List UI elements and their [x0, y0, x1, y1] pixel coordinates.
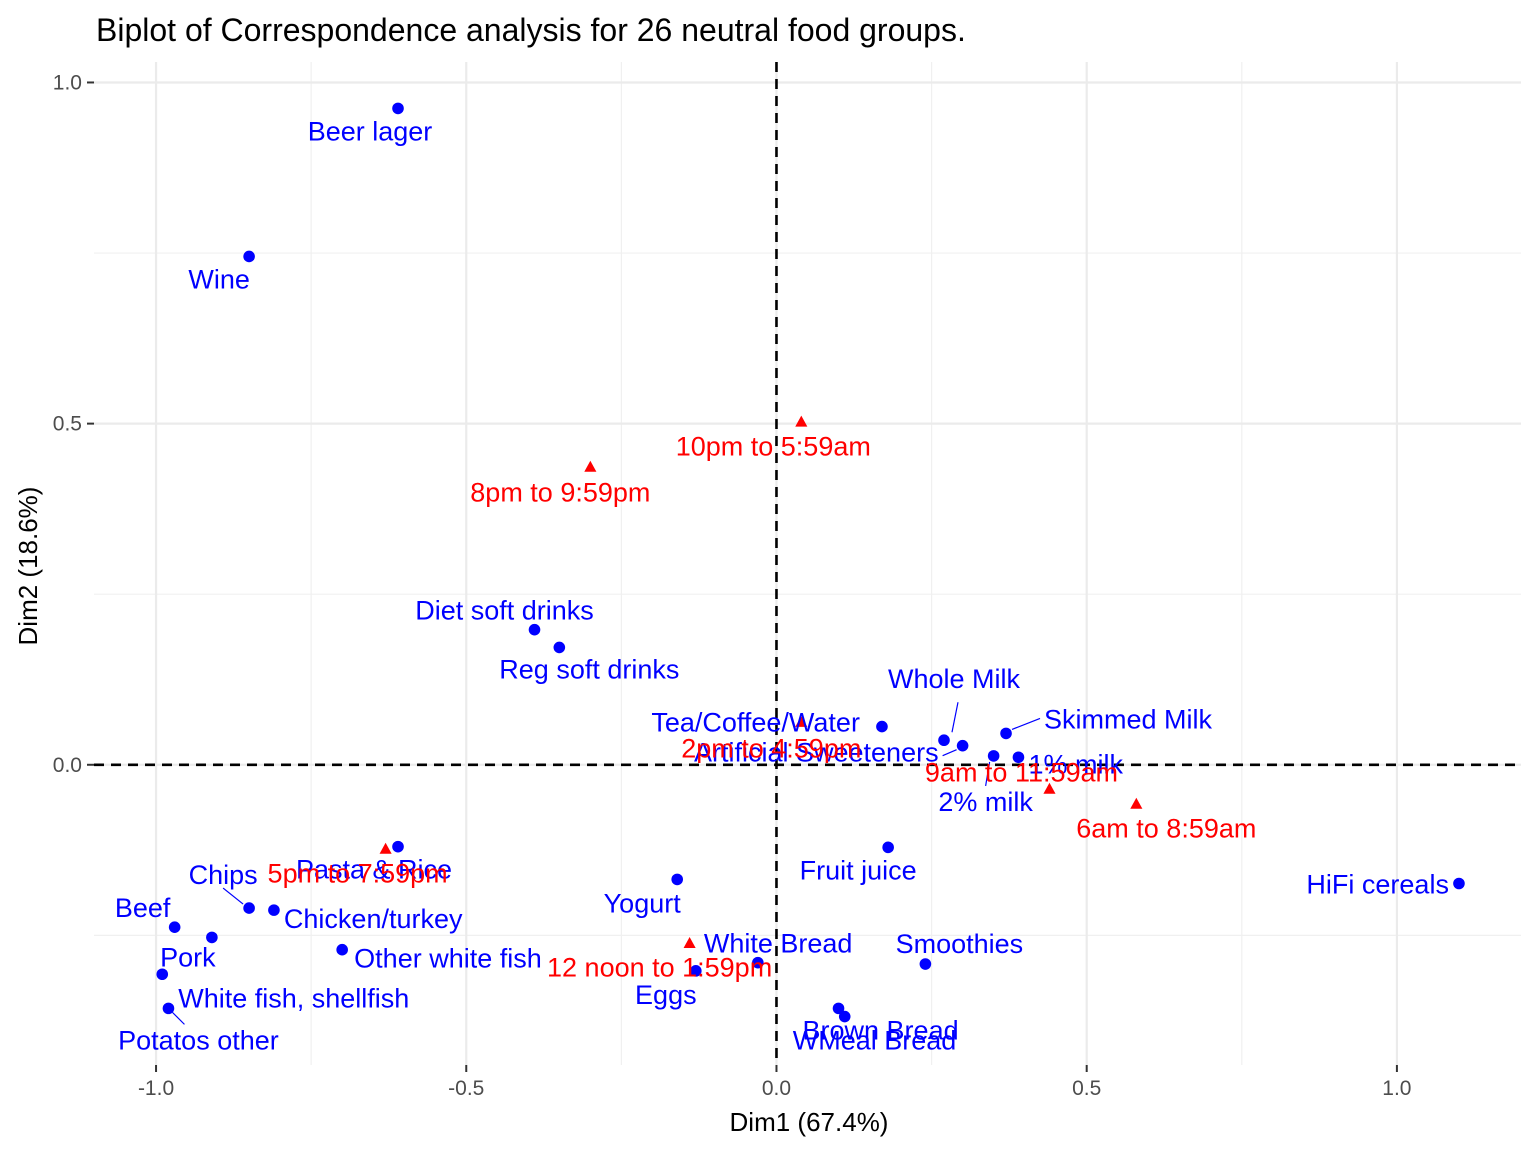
y-tick-label: 1.0	[53, 71, 82, 94]
leader-artificial-sweeteners	[942, 749, 957, 757]
label-yogurt: Yogurt	[604, 888, 682, 918]
label-white-bread: White Bread	[704, 929, 853, 959]
label-10pm-to-5-59am: 10pm to 5:59am	[676, 431, 871, 461]
point-tea-coffee-water	[876, 720, 888, 733]
point-2-milk	[987, 750, 1000, 762]
point-9am-to-11-59am	[1043, 782, 1056, 794]
leader-potatos-other	[172, 1011, 185, 1025]
label-hifi-cereals: HiFi cereals	[1306, 870, 1449, 900]
point-10pm-to-5-59am	[795, 415, 808, 427]
label-2pm-to-4-59pm: 2pm to 4:59pm	[681, 733, 861, 763]
label-wmeal-bread: WMeal Bread	[793, 1026, 957, 1056]
point-8pm-to-9-59pm	[584, 460, 597, 472]
leader-2-milk	[985, 761, 991, 787]
point-chips	[243, 902, 255, 914]
label-artificial-sweeteners: Artificial Sweeteners	[694, 738, 939, 768]
point-eggs	[690, 965, 702, 977]
point-5pm-to-7-59pm	[379, 842, 392, 854]
point-diet-soft-drinks	[528, 623, 541, 636]
point-white-bread	[752, 956, 764, 969]
data-labels: Beer lager Wine Diet soft drinks Reg soft d…	[115, 116, 1449, 1055]
point-smoothies	[919, 958, 932, 970]
label-pasta-rice: Pasta & Rice	[296, 855, 452, 885]
label-2-milk: 2% milk	[938, 787, 1033, 817]
point-other-white-fish	[336, 943, 348, 956]
grid-minor	[94, 62, 1521, 1065]
y-tick-label: 0.0	[53, 754, 82, 777]
point-beef	[168, 921, 181, 933]
leader-chips	[222, 887, 244, 905]
label-5pm-to-7-59pm: 5pm to 7:59pm	[268, 858, 448, 888]
point-white-fish-shellfish	[156, 968, 169, 981]
chart-title: Biplot of Correspondence analysis for 26…	[96, 12, 966, 48]
point-pasta-rice	[392, 840, 404, 853]
label-skimmed-milk: Skimmed Milk	[1044, 704, 1213, 734]
label-9am-to-11-59am: 9am to 11:59am	[925, 757, 1118, 787]
x-tick-label: -1.0	[138, 1077, 174, 1100]
point-2pm-to-4-59pm	[795, 715, 808, 727]
label-pork: Pork	[160, 942, 216, 972]
point-hifi-cereals	[1453, 877, 1465, 890]
point-12-noon-to-1-59pm	[683, 936, 696, 948]
point-wine	[243, 250, 255, 263]
axes: -1.0 -0.5 0.0 0.5 1.0 0.0 0.5 1.0	[53, 71, 1412, 1100]
point-potatos-other	[162, 1002, 175, 1015]
x-tick-label: -0.5	[448, 1077, 484, 1100]
label-chips: Chips	[189, 860, 258, 890]
label-fruit-juice: Fruit juice	[800, 855, 917, 885]
point-beer-lager	[392, 102, 404, 115]
label-1-milk: 1% milk	[1028, 749, 1123, 779]
label-tea-coffee-water: Tea/Coffee/Water	[651, 708, 860, 738]
point-fruit-juice	[882, 841, 894, 854]
x-tick-label: 0.0	[762, 1077, 791, 1100]
label-smoothies: Smoothies	[896, 929, 1024, 959]
label-whole-milk: Whole Milk	[888, 664, 1021, 694]
point-1-milk	[1012, 751, 1025, 764]
point-reg-soft-drinks	[553, 641, 566, 654]
label-other-white-fish: Other white fish	[354, 944, 542, 974]
label-6am-to-8-59am: 6am to 8:59am	[1076, 813, 1256, 843]
label-beer-lager: Beer lager	[308, 116, 433, 146]
label-8pm-to-9-59pm: 8pm to 9:59pm	[470, 477, 650, 507]
label-white-fish-shellfish: White fish, shellfish	[178, 983, 409, 1013]
label-reg-soft-drinks: Reg soft drinks	[499, 654, 679, 684]
point-artificial-sweeteners	[956, 739, 969, 752]
label-chicken-turkey: Chicken/turkey	[284, 904, 463, 934]
point-pork	[206, 931, 218, 944]
point-brown-bread	[832, 1002, 845, 1015]
reference-lines	[94, 62, 1521, 1065]
point-chicken-turkey	[268, 904, 280, 916]
label-potatos-other: Potatos other	[118, 1025, 279, 1055]
point-skimmed-milk	[1000, 727, 1012, 740]
label-beef: Beef	[115, 893, 171, 923]
point-yogurt	[671, 873, 684, 886]
label-eggs: Eggs	[635, 980, 697, 1010]
point-6am-to-8-59am	[1130, 797, 1143, 809]
leader-skimmed-milk	[1011, 717, 1041, 730]
x-tick-label: 0.5	[1072, 1077, 1101, 1100]
x-axis-title: Dim1 (67.4%)	[730, 1107, 889, 1137]
y-tick-label: 0.5	[53, 413, 82, 436]
label-wine: Wine	[188, 264, 250, 294]
point-wmeal-bread	[838, 1010, 851, 1023]
label-diet-soft-drinks: Diet soft drinks	[415, 596, 594, 626]
point-whole-milk	[938, 734, 950, 747]
label-brown-bread: Brown Bread	[803, 1015, 959, 1045]
y-axis-title: Dim2 (18.6%)	[13, 487, 43, 646]
label-12-noon-to-1-59pm: 12 noon to 1:59pm	[547, 953, 772, 983]
leader-whole-milk	[951, 702, 959, 733]
x-tick-label: 1.0	[1382, 1077, 1411, 1100]
data-points	[156, 102, 1465, 1023]
